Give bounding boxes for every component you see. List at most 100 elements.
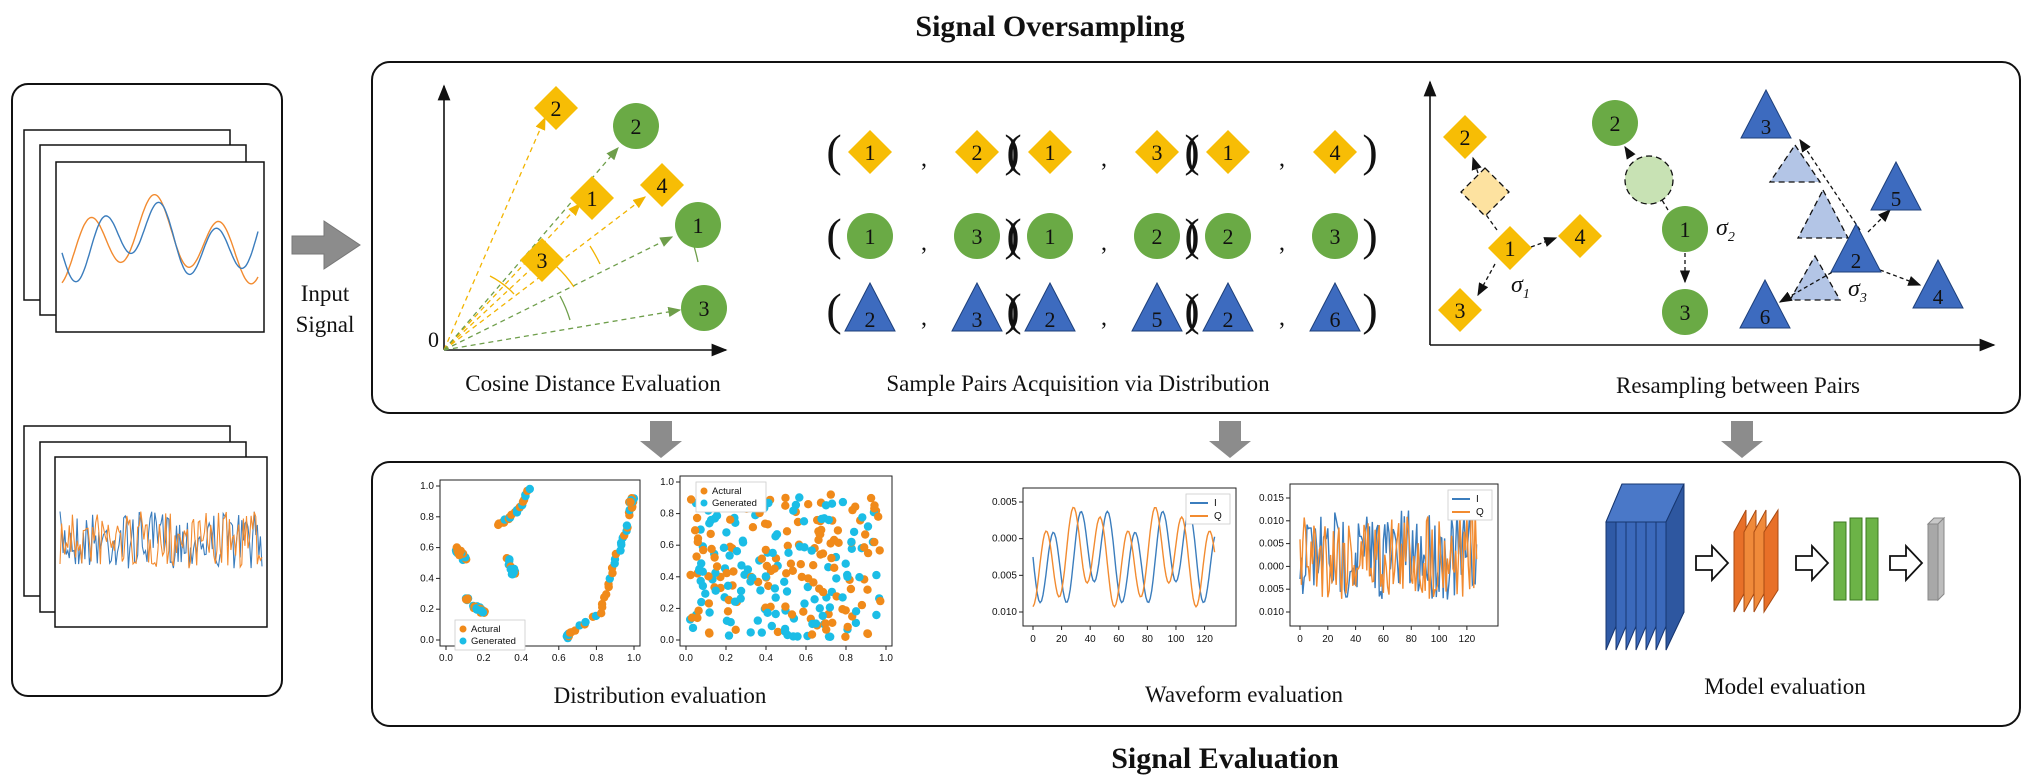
left-paren: (	[1006, 125, 1021, 176]
legend-box	[1447, 489, 1493, 521]
input-arrow-icon	[291, 220, 361, 270]
y-tick-label: 0.015	[1259, 493, 1284, 504]
x-tick-label: 0.6	[552, 653, 566, 664]
scatter-point	[761, 572, 770, 581]
scatter-point	[763, 608, 772, 617]
y-tick-label: 0.005	[992, 497, 1017, 508]
input-label-line1: Input	[301, 281, 350, 306]
scatter-point	[789, 506, 798, 515]
triangle-node-icon: 2	[1830, 222, 1882, 273]
scatter-point	[694, 606, 703, 615]
diamond-node-icon: 3	[1438, 288, 1482, 332]
scatter-point	[870, 504, 879, 513]
circle-node-icon: 1	[1662, 206, 1708, 252]
scatter-point	[705, 519, 714, 528]
scatter-point	[771, 532, 780, 541]
pair-comma: ,	[1101, 146, 1107, 172]
scatter-point	[874, 512, 883, 521]
scatter-point	[692, 513, 702, 523]
sample-pair: (), 1 4	[1184, 125, 1377, 176]
sample-pair: (), 2 5	[1006, 281, 1200, 335]
scatter-point	[737, 561, 746, 570]
scatter-point	[732, 547, 742, 556]
x-tick-label: 40	[1085, 634, 1097, 645]
scatter-point	[781, 602, 790, 611]
legend-box	[454, 619, 526, 651]
scatter-point	[863, 629, 872, 638]
scatter-point	[809, 561, 818, 570]
scatter-point	[746, 628, 755, 637]
origin-label: 0	[428, 327, 439, 352]
scatter-point	[748, 573, 757, 582]
right-paren: )	[1184, 125, 1199, 176]
triangle-node-icon: 2	[1202, 281, 1254, 332]
scatter-point	[782, 569, 791, 578]
scatter-point	[581, 617, 590, 627]
left-paren: (	[1184, 284, 1199, 335]
left-paren: (	[1006, 284, 1021, 335]
scatter-point	[780, 577, 789, 586]
triangle-node-icon: 2	[1024, 281, 1076, 332]
scatter-point	[757, 628, 766, 637]
node-label: 1	[865, 140, 876, 165]
x-tick-label: 0	[1030, 634, 1036, 645]
scatter-point	[687, 613, 697, 622]
x-tick-label: 0.0	[439, 653, 453, 664]
legend-generated-label: Generated	[712, 498, 757, 509]
circle-node-icon: 3	[1662, 289, 1708, 335]
right-paren: )	[1184, 209, 1199, 260]
q-series-line	[1032, 506, 1216, 609]
resampled-diamond-icon	[1460, 167, 1510, 217]
scatter-point	[851, 618, 861, 628]
x-tick-label: 0.2	[477, 653, 491, 664]
waveform-plot-1: 0.005 0.000 0.005 0.010 0 20 40 60 80 100 120 IQ	[992, 487, 1237, 645]
scatter-point	[807, 546, 816, 555]
scatter-point	[863, 522, 873, 531]
sample-pair: (), 1 2	[826, 125, 1019, 176]
scatter-point	[809, 578, 818, 587]
circle-node-icon: 3	[1312, 213, 1358, 259]
scatter-point	[729, 567, 738, 576]
scatter-point	[816, 530, 825, 539]
scatter-point	[725, 551, 734, 560]
node-label: 2	[1223, 224, 1234, 249]
right-paren: )	[1362, 284, 1377, 335]
y-tick-label: 1.0	[420, 481, 434, 492]
diamond-node-icon: 1	[1206, 130, 1250, 174]
scatter-point	[719, 543, 729, 552]
y-tick-label: 0.4	[420, 573, 434, 584]
scatter-point	[826, 539, 835, 548]
scatter-point	[626, 497, 635, 507]
diamond-node-icon: 1	[1488, 226, 1532, 270]
node-label: 2	[1223, 307, 1234, 332]
scatter-point	[783, 541, 792, 550]
scatter-point	[826, 490, 835, 499]
pair-comma: ,	[1279, 305, 1285, 331]
diamond-node-icon: 1	[1028, 130, 1072, 174]
scatter-point	[824, 632, 834, 641]
sample-pair: (), 1 3	[1006, 125, 1199, 176]
scatter-point	[782, 527, 792, 536]
scatter-point	[870, 537, 879, 547]
layer-arrow-icon	[1795, 543, 1830, 583]
resampled-triangle-icon	[1788, 254, 1842, 301]
scatter-point	[784, 548, 793, 557]
node-label: 1	[865, 224, 876, 249]
scatter-point	[796, 560, 805, 569]
model-network-icon	[1605, 483, 1946, 651]
sample-pairs-grid: (), 1 2 (), 1 3 (), 1 4 (), 1 3 (), 1 2 (), 2 3 (), 2 3 (), 2 5…	[826, 125, 1377, 335]
scatter-point	[736, 586, 746, 596]
scatter-point	[832, 574, 841, 583]
y-tick-label: 0.010	[1259, 516, 1284, 527]
scatter-point	[723, 607, 733, 616]
scatter-point	[722, 568, 731, 578]
scatter-point	[722, 616, 732, 625]
pair-comma: ,	[921, 305, 927, 331]
scatter-point	[773, 627, 783, 637]
i-series-line	[1032, 510, 1216, 604]
scatter-point	[696, 576, 705, 586]
scatter-point	[834, 538, 843, 547]
circle-node-icon: 3	[954, 213, 1000, 259]
svg-text:4: 4	[1575, 224, 1586, 249]
scatter-point	[876, 596, 885, 606]
